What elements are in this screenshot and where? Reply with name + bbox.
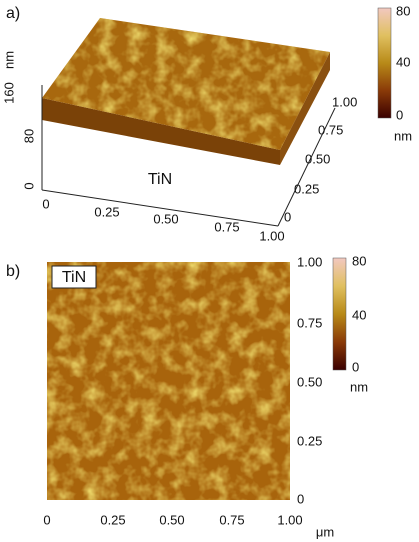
y-tick: 0.25	[294, 181, 319, 196]
sample-label: TiN	[148, 171, 172, 188]
y-tick: 1.00	[297, 254, 322, 269]
z-unit: nm	[1, 51, 16, 69]
x-tick: 0.75	[219, 512, 244, 527]
y-tick: 1.00	[332, 94, 357, 109]
x-tick: 1.00	[259, 228, 284, 243]
colorbar-tick: 40	[352, 307, 366, 322]
y-tick: 0	[284, 209, 291, 224]
x-tick: 0	[42, 196, 49, 211]
colorbar-tick: 0	[352, 359, 359, 374]
colorbar	[332, 257, 347, 371]
sample-box	[51, 265, 97, 289]
x-tick: 0.75	[214, 219, 239, 234]
x-tick: 0.50	[153, 211, 178, 226]
z-tick: 160	[1, 82, 16, 104]
y-tick: 0.75	[318, 122, 343, 137]
x-tick: 0.50	[159, 512, 184, 527]
surface-front	[42, 98, 280, 165]
surface-side	[280, 52, 330, 165]
y-tick: 0.50	[297, 374, 322, 389]
sample-label: TiN	[62, 269, 86, 286]
colorbar	[377, 7, 392, 119]
colorbar-tick: 80	[396, 3, 410, 18]
y-tick: 0	[297, 491, 304, 506]
x-unit: μm	[316, 524, 334, 539]
colorbar-unit: nm	[394, 128, 412, 143]
panel-label: b)	[6, 263, 20, 280]
y-tick: 0.50	[305, 151, 330, 166]
colorbar-tick: 80	[352, 253, 366, 268]
y-tick: 0.25	[297, 433, 322, 448]
axes-3d	[41, 85, 336, 227]
z-tick: 0	[21, 182, 36, 189]
colorbar-unit: nm	[350, 379, 368, 394]
x-tick: 0	[43, 512, 50, 527]
afm-texture	[47, 262, 290, 500]
colorbar-tick: 0	[396, 107, 403, 122]
z-tick: 80	[21, 129, 36, 143]
x-tick: 0.25	[100, 512, 125, 527]
colorbar-tick: 40	[396, 54, 410, 69]
x-tick: 0.25	[94, 204, 119, 219]
y-tick: 0.75	[297, 315, 322, 330]
panel-label: a)	[6, 5, 20, 22]
x-tick: 1.00	[277, 512, 302, 527]
